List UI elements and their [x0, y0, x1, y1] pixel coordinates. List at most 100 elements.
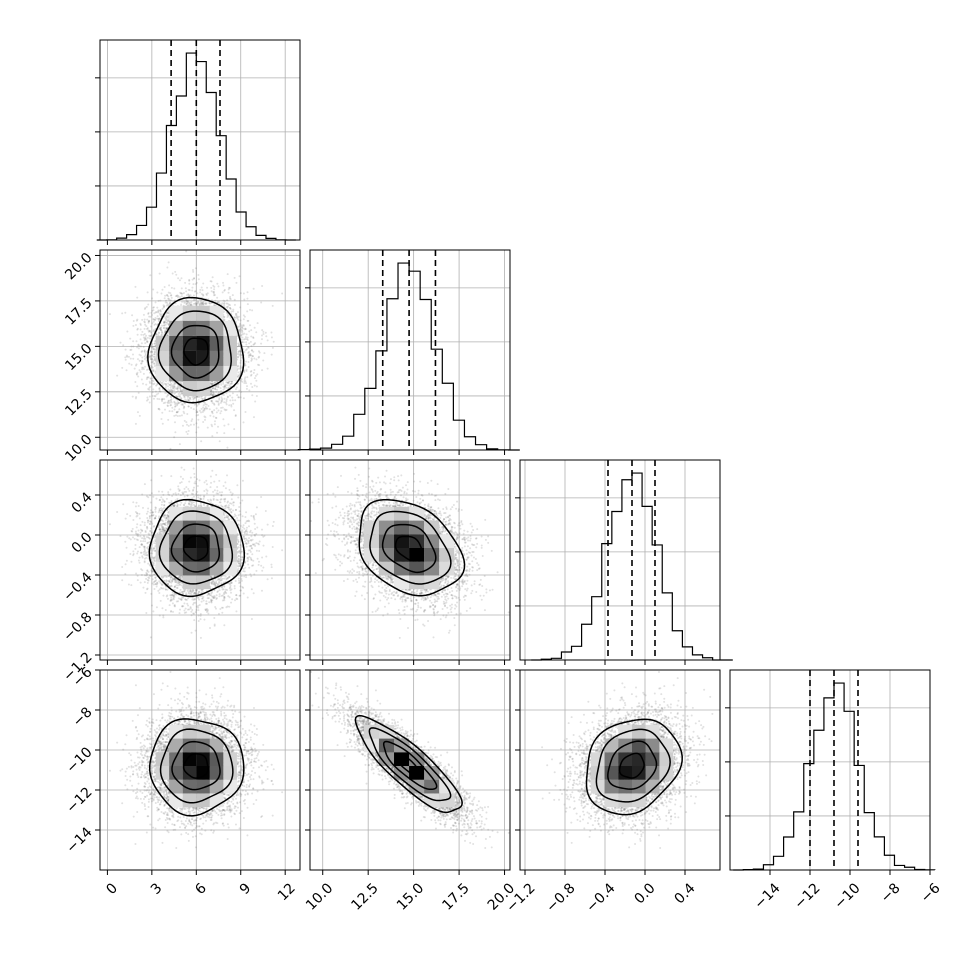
sample-point: [180, 392, 183, 395]
sample-point: [217, 285, 220, 288]
sample-point: [147, 398, 150, 401]
sample-point: [158, 272, 161, 275]
sample-point: [213, 409, 216, 412]
sample-point: [207, 404, 210, 407]
sample-point: [160, 315, 163, 318]
sample-point: [142, 345, 145, 348]
sample-point: [240, 324, 243, 327]
sample-point: [217, 409, 220, 412]
sample-point: [219, 412, 222, 415]
sample-point: [216, 296, 219, 299]
sample-point: [174, 387, 177, 390]
sample-point: [153, 318, 156, 321]
sample-point: [227, 305, 230, 308]
sample-point: [245, 369, 248, 372]
sample-point: [135, 372, 138, 375]
sample-point: [200, 301, 203, 304]
sample-point: [174, 405, 177, 408]
sample-point: [150, 350, 153, 353]
sample-point: [186, 413, 189, 416]
sample-point: [141, 356, 144, 359]
sample-point: [222, 418, 225, 421]
sample-point: [156, 397, 159, 400]
sample-point: [251, 349, 254, 352]
sample-point: [212, 391, 215, 394]
sample-point: [121, 366, 124, 369]
sample-point: [191, 396, 194, 399]
sample-point: [233, 316, 236, 319]
sample-point: [192, 423, 195, 426]
sample-point: [243, 362, 246, 365]
sample-point: [166, 266, 169, 269]
sample-point: [152, 306, 155, 309]
sample-point: [252, 343, 255, 346]
sample-point: [144, 365, 147, 368]
sample-point: [209, 394, 212, 397]
sample-point: [168, 410, 171, 413]
sample-point: [223, 304, 226, 307]
sample-point: [143, 320, 146, 323]
sample-point: [192, 397, 195, 400]
sample-point: [143, 358, 146, 361]
sample-point: [237, 350, 240, 353]
sample-point: [170, 294, 173, 297]
sample-point: [253, 369, 256, 372]
sample-point: [131, 314, 134, 317]
sample-point: [161, 411, 164, 414]
sample-point: [201, 301, 204, 304]
sample-point: [177, 401, 180, 404]
sample-point: [228, 306, 231, 309]
sample-point: [178, 380, 181, 383]
sample-point: [242, 397, 245, 400]
sample-point: [262, 359, 265, 362]
sample-point: [234, 399, 237, 402]
sample-point: [239, 350, 242, 353]
sample-point: [177, 410, 180, 413]
sample-point: [217, 386, 220, 389]
sample-point: [211, 382, 214, 385]
sample-point: [146, 396, 149, 399]
sample-point: [245, 341, 248, 344]
sample-point: [253, 384, 256, 387]
sample-point: [212, 284, 215, 287]
sample-point: [149, 377, 152, 380]
sample-point: [151, 377, 154, 380]
sample-point: [186, 398, 189, 401]
sample-point: [136, 296, 139, 299]
sample-point: [199, 288, 202, 291]
sample-point: [179, 389, 182, 392]
sample-point: [226, 302, 229, 305]
sample-point: [227, 314, 230, 317]
sample-point: [239, 353, 242, 356]
sample-point: [173, 401, 176, 404]
sample-point: [226, 306, 229, 309]
sample-point: [216, 282, 219, 285]
sample-point: [179, 401, 182, 404]
sample-point: [161, 381, 164, 384]
sample-point: [237, 364, 240, 367]
sample-point: [210, 286, 213, 289]
sample-point: [156, 306, 159, 309]
sample-point: [175, 391, 178, 394]
sample-point: [152, 306, 155, 309]
sample-point: [198, 396, 201, 399]
sample-point: [164, 330, 167, 333]
sample-point: [200, 293, 203, 296]
sample-point: [163, 305, 166, 308]
sample-point: [236, 316, 239, 319]
sample-point: [219, 391, 222, 394]
sample-point: [239, 359, 242, 362]
sample-point: [186, 423, 189, 426]
sample-point: [196, 404, 199, 407]
sample-point: [151, 366, 154, 369]
sample-point: [200, 440, 203, 443]
sample-point: [154, 316, 157, 319]
sample-point: [157, 310, 160, 313]
sample-point: [149, 356, 152, 359]
panel-frame: [99, 39, 301, 241]
sample-point: [215, 411, 218, 414]
sample-point: [203, 418, 206, 421]
sample-point: [175, 411, 178, 414]
sample-point: [160, 330, 163, 333]
sample-point: [272, 340, 275, 343]
